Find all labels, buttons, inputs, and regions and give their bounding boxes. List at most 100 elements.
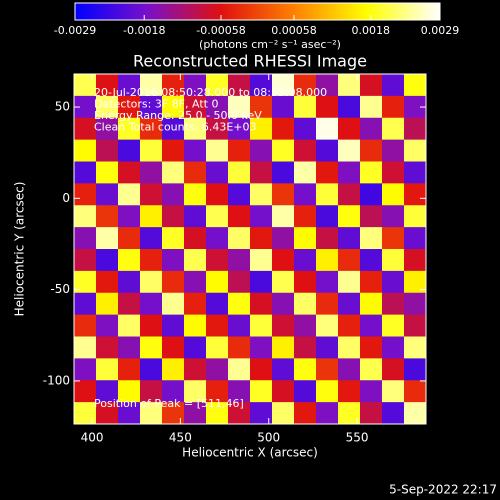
colorbar-tick-label: -0.0018 bbox=[123, 24, 165, 37]
heatmap-cell bbox=[74, 249, 97, 272]
heatmap-cell bbox=[250, 292, 273, 316]
heatmap-cell bbox=[228, 74, 251, 97]
heatmap-cell bbox=[360, 270, 383, 294]
heatmap-cell bbox=[338, 314, 361, 337]
heatmap-cell bbox=[404, 292, 427, 316]
heatmap-cell bbox=[118, 402, 141, 425]
heatmap-cell bbox=[250, 358, 273, 381]
heatmap-cell bbox=[250, 402, 273, 425]
heatmap-cell bbox=[294, 139, 317, 162]
heatmap-cell bbox=[404, 139, 427, 162]
heatmap-cell bbox=[184, 336, 207, 359]
heatmap-cell bbox=[206, 227, 229, 250]
heatmap-cell bbox=[206, 270, 229, 294]
heatmap-cell bbox=[162, 183, 185, 206]
heatmap-cell bbox=[228, 336, 251, 359]
heatmap-cell bbox=[162, 74, 185, 97]
heatmap-cell bbox=[272, 183, 295, 206]
heatmap-cell bbox=[96, 292, 119, 316]
heatmap-cell bbox=[96, 205, 119, 228]
heatmap-cell bbox=[96, 139, 119, 162]
heatmap-cell bbox=[360, 183, 383, 206]
heatmap-cell bbox=[338, 380, 361, 403]
heatmap-cell bbox=[162, 227, 185, 250]
heatmap-cell bbox=[74, 95, 97, 119]
heatmap-cell bbox=[316, 161, 339, 184]
heatmap-cell bbox=[228, 292, 251, 316]
heatmap-cell bbox=[316, 74, 339, 97]
heatmap-cell bbox=[316, 117, 339, 141]
heatmap-cell bbox=[382, 139, 405, 162]
heatmap-cell bbox=[294, 205, 317, 228]
heatmap-cell bbox=[294, 249, 317, 272]
heatmap-cell bbox=[118, 358, 141, 381]
heatmap-cell bbox=[140, 227, 163, 250]
heatmap-cell bbox=[96, 358, 119, 381]
heatmap-cell bbox=[404, 402, 427, 425]
heatmap-cell bbox=[272, 336, 295, 359]
heatmap-cell bbox=[74, 205, 97, 228]
heatmap-cell bbox=[294, 161, 317, 184]
heatmap-cell bbox=[118, 183, 141, 206]
x-tick-label: 450 bbox=[169, 431, 192, 445]
heatmap-cell bbox=[96, 117, 119, 141]
heatmap-cell bbox=[96, 402, 119, 425]
heatmap-cell bbox=[162, 95, 185, 119]
heatmap-cell bbox=[74, 292, 97, 316]
heatmap-cell bbox=[184, 139, 207, 162]
heatmap-cell bbox=[272, 74, 295, 97]
heatmap-cell bbox=[272, 227, 295, 250]
heatmap-cell bbox=[96, 95, 119, 119]
heatmap-cell bbox=[360, 74, 383, 97]
heatmap-cell bbox=[316, 402, 339, 425]
heatmap-cell bbox=[140, 380, 163, 403]
heatmap-cell bbox=[272, 139, 295, 162]
heatmap-cell bbox=[74, 161, 97, 184]
heatmap-cell bbox=[206, 380, 229, 403]
heatmap-cell bbox=[250, 74, 273, 97]
heatmap-cell bbox=[228, 183, 251, 206]
heatmap-cell bbox=[382, 74, 405, 97]
heatmap-cell bbox=[404, 314, 427, 337]
heatmap-cell bbox=[338, 183, 361, 206]
heatmap-cell bbox=[360, 402, 383, 425]
heatmap-cell bbox=[382, 402, 405, 425]
heatmap-cell bbox=[228, 314, 251, 337]
heatmap-cell bbox=[338, 139, 361, 162]
heatmap-cell bbox=[382, 336, 405, 359]
heatmap-cell bbox=[294, 117, 317, 141]
heatmap-cell bbox=[382, 95, 405, 119]
heatmap-cell bbox=[74, 74, 97, 97]
heatmap-cell bbox=[338, 292, 361, 316]
heatmap-cell bbox=[316, 314, 339, 337]
heatmap-cell bbox=[184, 270, 207, 294]
x-tick-label: 550 bbox=[346, 431, 369, 445]
heatmap-cell bbox=[206, 183, 229, 206]
heatmap-cell bbox=[206, 292, 229, 316]
heatmap-cell bbox=[338, 117, 361, 141]
heatmap-cell bbox=[228, 402, 251, 425]
heatmap-cell bbox=[404, 74, 427, 97]
heatmap-cell bbox=[228, 227, 251, 250]
heatmap-cell bbox=[250, 249, 273, 272]
heatmap-cell bbox=[74, 227, 97, 250]
colorbar-label: (photons cm⁻² s⁻¹ asec⁻²) bbox=[199, 38, 341, 51]
heatmap-cell bbox=[162, 292, 185, 316]
heatmap-cell bbox=[118, 74, 141, 97]
timestamp: 5-Sep-2022 22:17 bbox=[389, 483, 497, 497]
y-axis-label: Heliocentric Y (arcsec) bbox=[13, 182, 27, 317]
heatmap-cell bbox=[272, 314, 295, 337]
heatmap-cell bbox=[140, 336, 163, 359]
heatmap-cell bbox=[118, 380, 141, 403]
heatmap-cell bbox=[382, 270, 405, 294]
heatmap-cell bbox=[118, 270, 141, 294]
heatmap bbox=[74, 74, 427, 425]
heatmap-cell bbox=[250, 270, 273, 294]
heatmap-cell bbox=[118, 227, 141, 250]
heatmap-cell bbox=[184, 95, 207, 119]
heatmap-cell bbox=[404, 117, 427, 141]
heatmap-cell bbox=[140, 117, 163, 141]
heatmap-cell bbox=[250, 314, 273, 337]
heatmap-cell bbox=[360, 358, 383, 381]
annotation: Energy Range: 25.0 - 50.0 keV bbox=[94, 109, 262, 122]
